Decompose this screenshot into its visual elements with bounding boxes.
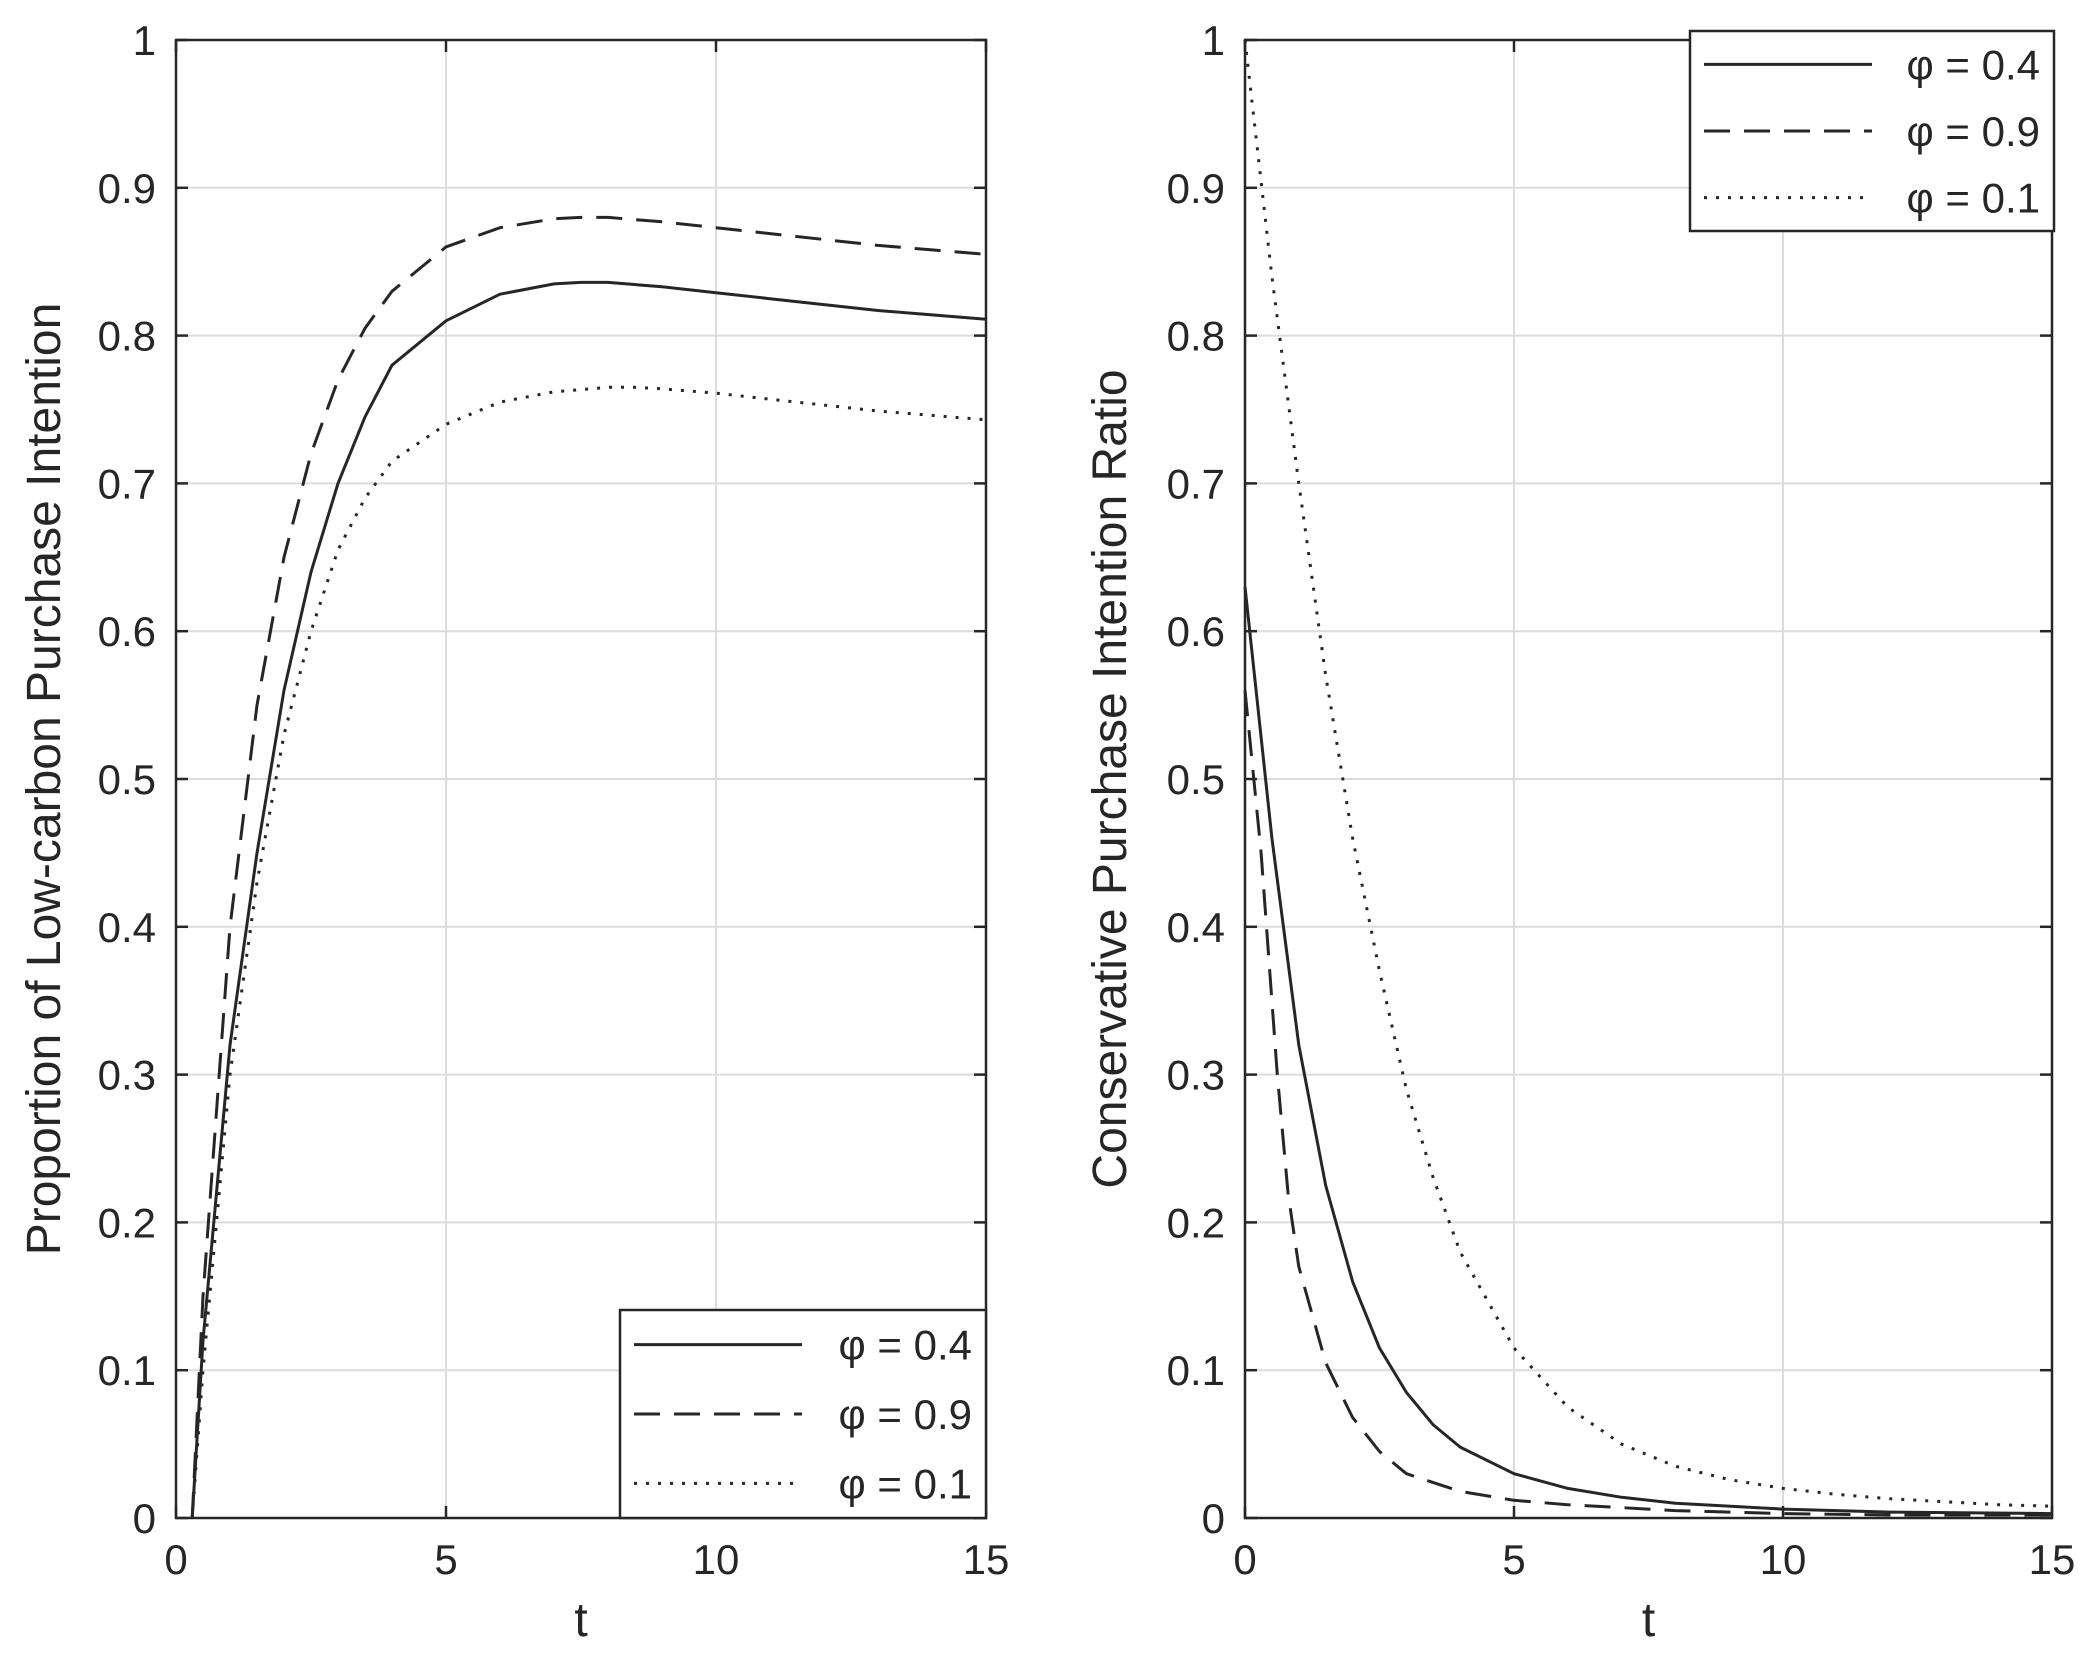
series-line-solid — [1243, 586, 2053, 1516]
series-line-dashed — [190, 215, 987, 1519]
y-tick-label: 0.5 — [1167, 756, 1225, 803]
legend-label: φ = 0.1 — [839, 1460, 973, 1507]
legend-label: φ = 0.1 — [1907, 175, 2041, 222]
y-tick-label: 0.9 — [1167, 165, 1225, 212]
series-line-dashed — [1243, 690, 2052, 1517]
y-tick-label: 0 — [133, 1495, 156, 1542]
x-tick-label: 15 — [2029, 1536, 2076, 1583]
y-tick-label: 0.3 — [1167, 1052, 1225, 1099]
y-tick-label: 0.9 — [98, 165, 156, 212]
x-axis-label: t — [1642, 1594, 1655, 1647]
legend-label: φ = 0.4 — [1907, 41, 2041, 88]
y-tick-label: 0.7 — [98, 460, 156, 507]
y-tick-label: 0.2 — [1167, 1199, 1225, 1246]
y-tick-label: 0 — [1202, 1495, 1225, 1542]
legend-label: φ = 0.9 — [839, 1391, 973, 1438]
series-line-solid — [190, 280, 987, 1519]
x-tick-label: 0 — [164, 1536, 187, 1583]
x-tick-label: 0 — [1233, 1536, 1256, 1583]
y-axis-label: Conservative Purchase Intention Ratio — [1084, 369, 1137, 1188]
y-tick-label: 0.6 — [98, 608, 156, 655]
x-axis-label: t — [574, 1594, 587, 1647]
series-line-dotted — [1243, 39, 2053, 1508]
legend: φ = 0.4 φ = 0.9 φ = 0.1 — [1688, 29, 2056, 233]
y-tick-label: 0.1 — [98, 1347, 156, 1394]
legend-label: φ = 0.9 — [1907, 108, 2041, 155]
x-tick-label: 15 — [963, 1536, 1010, 1583]
y-tick-label: 1 — [133, 17, 156, 64]
legend: φ = 0.4 φ = 0.9 φ = 0.1 — [618, 1308, 988, 1520]
y-axis-label: Proportion of Low-carbon Purchase Intent… — [18, 303, 71, 1256]
y-tick-label: 0.2 — [98, 1199, 156, 1246]
legend-label: φ = 0.4 — [839, 1322, 973, 1369]
x-tick-label: 10 — [1760, 1536, 1807, 1583]
x-tick-label: 5 — [1502, 1536, 1525, 1583]
y-tick-label: 0.8 — [98, 313, 156, 360]
y-tick-label: 0.4 — [1167, 904, 1225, 951]
y-tick-label: 0.5 — [98, 756, 156, 803]
chart-panel-2: 00.10.20.30.40.50.60.70.80.910 5 10 15tCons… — [1084, 17, 2075, 1647]
chart-panel-1: 00.10.20.30.40.50.60.70.80.910 5 10 15tProp… — [18, 17, 1009, 1647]
y-tick-label: 0.7 — [1167, 460, 1225, 507]
x-tick-label: 10 — [693, 1536, 740, 1583]
y-tick-label: 0.6 — [1167, 608, 1225, 655]
y-tick-label: 0.3 — [98, 1052, 156, 1099]
y-tick-label: 0.8 — [1167, 313, 1225, 360]
y-tick-label: 0.4 — [98, 904, 156, 951]
x-tick-label: 5 — [434, 1536, 457, 1583]
y-tick-label: 1 — [1202, 17, 1225, 64]
y-tick-label: 0.1 — [1167, 1347, 1225, 1394]
